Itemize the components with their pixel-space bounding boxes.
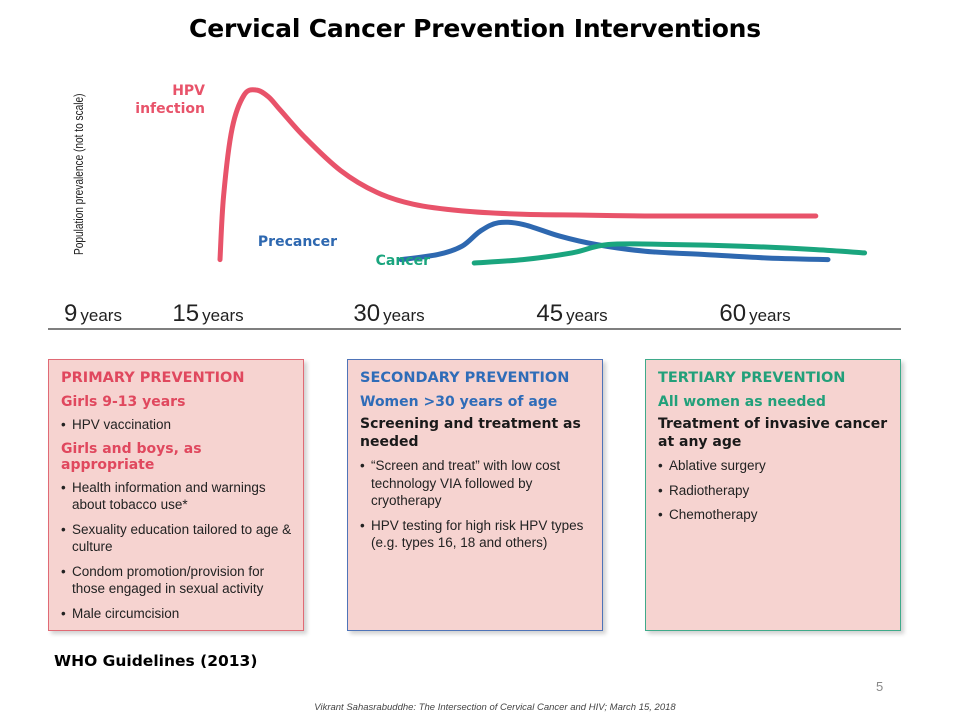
tertiary-heading: TERTIARY PREVENTION xyxy=(658,370,846,386)
source-citation: WHO Guidelines (2013) xyxy=(54,652,258,670)
list-item: HPV vaccination xyxy=(61,416,293,434)
y-axis-label: Population prevalence (not to scale) xyxy=(72,93,86,255)
chart-curves xyxy=(217,87,868,266)
tertiary-description: Treatment of invasive cancer at any age xyxy=(658,416,888,450)
secondary-audience: Women >30 years of age xyxy=(360,394,558,410)
list-item: Male circumcision xyxy=(61,605,293,623)
series-line-cancer xyxy=(471,241,868,266)
x-tick-label: 30 years xyxy=(353,300,424,327)
slide-number: 5 xyxy=(876,679,884,694)
prevalence-chart: HPV infection Precancer Cancer Population p… xyxy=(48,83,901,330)
series-label-cancer: Cancer xyxy=(376,253,430,269)
tertiary-audience: All women as needed xyxy=(658,394,826,410)
x-tick-label: 60 years xyxy=(719,300,790,327)
list-item: “Screen and treat” with low cost technol… xyxy=(360,457,592,510)
series-label-precancer: Precancer xyxy=(258,234,337,250)
secondary-prevention-box: SECONDARY PREVENTION Women >30 years of … xyxy=(347,359,603,631)
secondary-heading: SECONDARY PREVENTION xyxy=(360,370,570,386)
x-tick-label: 9 years xyxy=(64,300,122,327)
series-label-hpv-infection: infection xyxy=(135,101,205,117)
series-label-hpv-infection: HPV xyxy=(172,83,205,99)
series-line-precancer xyxy=(398,219,831,263)
secondary-list: “Screen and treat” with low cost technol… xyxy=(360,457,592,552)
x-tick-label: 15 years xyxy=(172,300,243,327)
x-axis-ticks: 9 years 15 years 30 years 45 years 60 years xyxy=(64,300,791,327)
footer-citation: Vikrant Sahasrabuddhe: The Intersection … xyxy=(314,702,676,713)
primary-group-2-title: Girls and boys, as appropriate xyxy=(61,440,202,473)
primary-group-1-title: Girls 9-13 years xyxy=(61,394,186,410)
series-line-hpv-infection xyxy=(217,87,819,263)
primary-group-1-list: HPV vaccination xyxy=(61,416,293,434)
list-item: Sexuality education tailored to age & cu… xyxy=(61,521,293,556)
tertiary-prevention-box: TERTIARY PREVENTION All women as needed … xyxy=(645,359,901,631)
primary-prevention-box: PRIMARY PREVENTION Girls 9-13 years HPV … xyxy=(48,359,304,631)
primary-heading: PRIMARY PREVENTION xyxy=(61,370,245,386)
list-item: HPV testing for high risk HPV types (e.g… xyxy=(360,517,592,552)
list-item: Condom promotion/provision for those eng… xyxy=(61,563,293,598)
slide-title: Cervical Cancer Prevention Interventions xyxy=(189,14,761,43)
primary-group-2-list: Health information and warnings about to… xyxy=(61,479,293,623)
secondary-description: Screening and treatment as needed xyxy=(360,416,581,450)
list-item: Radiotherapy xyxy=(658,482,890,500)
list-item: Health information and warnings about to… xyxy=(61,479,293,514)
x-tick-label: 45 years xyxy=(536,300,607,327)
tertiary-list: Ablative surgery Radiotherapy Chemothera… xyxy=(658,457,890,524)
list-item: Chemotherapy xyxy=(658,506,890,524)
chart-series-labels: HPV infection Precancer Cancer xyxy=(135,83,430,269)
list-item: Ablative surgery xyxy=(658,457,890,475)
